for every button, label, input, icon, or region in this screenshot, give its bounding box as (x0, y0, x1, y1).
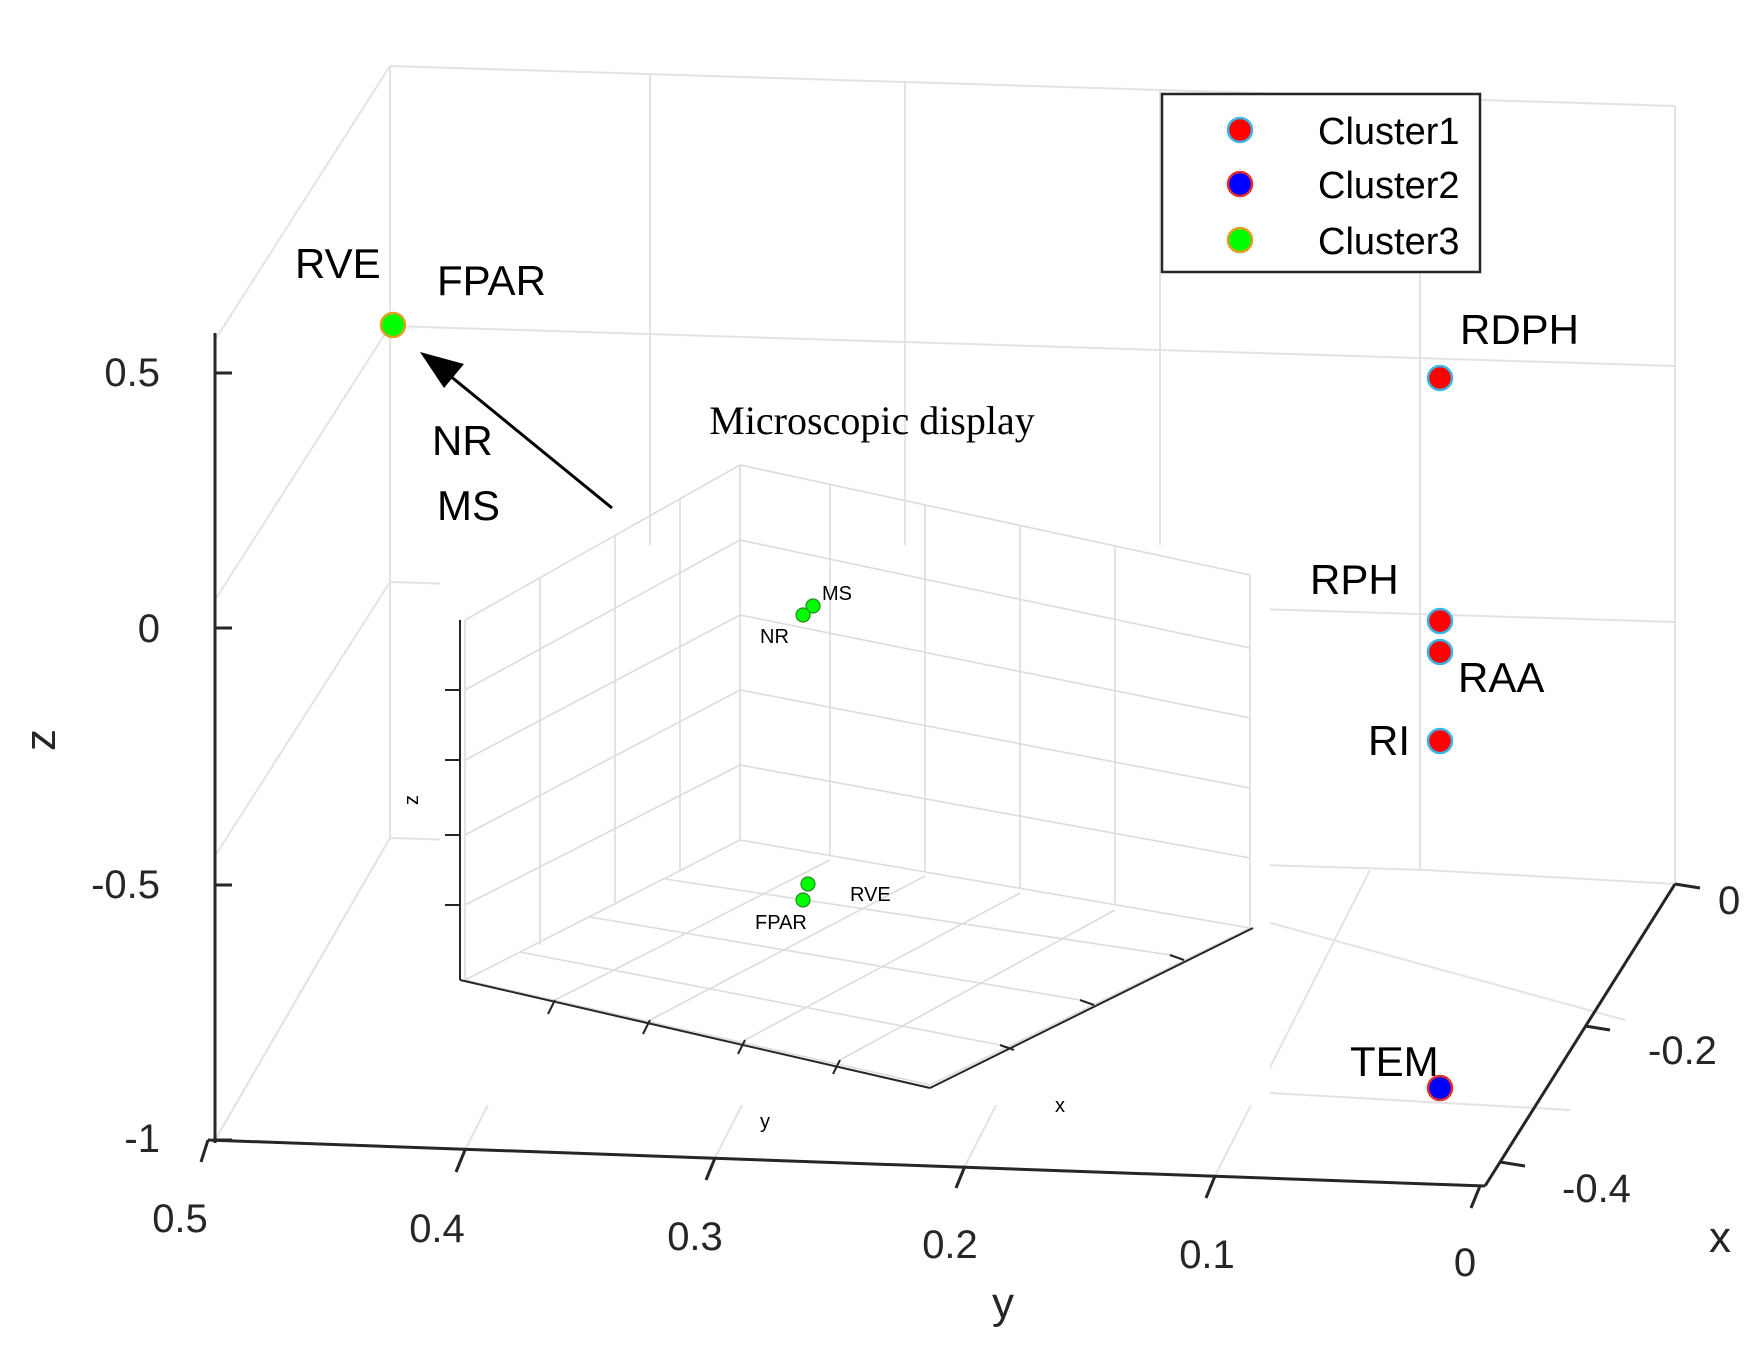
main-points (379, 311, 1454, 1102)
point-raa (1426, 638, 1454, 666)
legend-label-cluster3: Cluster3 (1318, 221, 1460, 263)
x-tick-label: 0 (1718, 879, 1740, 923)
y-tick-label: 0.3 (667, 1215, 723, 1259)
label-raa: RAA (1458, 654, 1544, 701)
label-tem: TEM (1350, 1038, 1439, 1085)
z-tick-label: 0 (138, 607, 160, 651)
y-tick-label: 0.5 (152, 1197, 208, 1241)
z-tick-label: -0.5 (91, 863, 160, 907)
inset-label-rve: RVE (850, 884, 891, 906)
y-axis: 0.5 0.4 0.3 0.2 0.1 0 y (152, 1138, 1486, 1328)
z-tick-label: -1 (124, 1117, 160, 1161)
y-axis-label: y (992, 1279, 1014, 1328)
label-rdph: RDPH (1460, 306, 1579, 353)
z-axis: 0.5 0 -0.5 -1 z (16, 333, 232, 1161)
legend-box (1160, 92, 1482, 274)
inset-label-ms: MS (822, 583, 852, 605)
x-axis: 0 -0.2 -0.4 x (1483, 879, 1740, 1262)
x-tick-label: -0.2 (1648, 1029, 1717, 1073)
inset-z-label: z (401, 795, 423, 805)
zoom-arrow (420, 352, 613, 510)
y-tick-label: 0.2 (922, 1223, 978, 1267)
legend-marker-cluster3 (1226, 226, 1254, 254)
inset-panel: Microscopic display (401, 398, 1270, 1133)
inset-label-fpar: FPAR (755, 912, 807, 934)
y-tick-label: 0 (1454, 1241, 1476, 1285)
x-tick-label: -0.4 (1562, 1167, 1631, 1211)
legend-label-cluster2: Cluster2 (1318, 165, 1460, 207)
label-ms: MS (437, 482, 500, 529)
point-rdph (1426, 364, 1454, 392)
legend-label-cluster1: Cluster1 (1318, 111, 1460, 153)
y-tick-label: 0.4 (409, 1207, 465, 1251)
inset-point-ms (805, 598, 821, 614)
point-labels: RVE FPAR NR MS RDPH RPH RAA RI TEM (295, 240, 1579, 1085)
label-rph: RPH (1310, 556, 1399, 603)
inset-ticks (445, 689, 1185, 1075)
label-nr: NR (432, 417, 493, 464)
inset-point-rve (800, 876, 816, 892)
legend: Cluster1 Cluster2 Cluster3 (1160, 92, 1482, 274)
inset-grid (464, 464, 1251, 1086)
label-ri: RI (1368, 717, 1410, 764)
inset-background (440, 545, 1270, 1105)
legend-marker-cluster1 (1226, 116, 1254, 144)
z-tick-label: 0.5 (104, 351, 160, 395)
point-rph (1426, 607, 1454, 635)
legend-marker-cluster2 (1226, 170, 1254, 198)
point-tem (1426, 1074, 1454, 1102)
inset-y-label: y (760, 1111, 770, 1133)
x-axis-label: x (1709, 1213, 1731, 1262)
inset-point-nr (795, 607, 811, 623)
z-axis-label: z (16, 729, 65, 751)
point-rve-fpar (379, 311, 407, 339)
point-ri (1426, 727, 1454, 755)
inset-label-nr: NR (760, 626, 789, 648)
label-rve: RVE (295, 240, 381, 287)
label-fpar: FPAR (437, 257, 546, 304)
inset-x-label: x (1055, 1095, 1065, 1117)
y-tick-label: 0.1 (1179, 1233, 1235, 1277)
inset-title: Microscopic display (709, 398, 1035, 443)
inset-point-fpar (795, 892, 811, 908)
